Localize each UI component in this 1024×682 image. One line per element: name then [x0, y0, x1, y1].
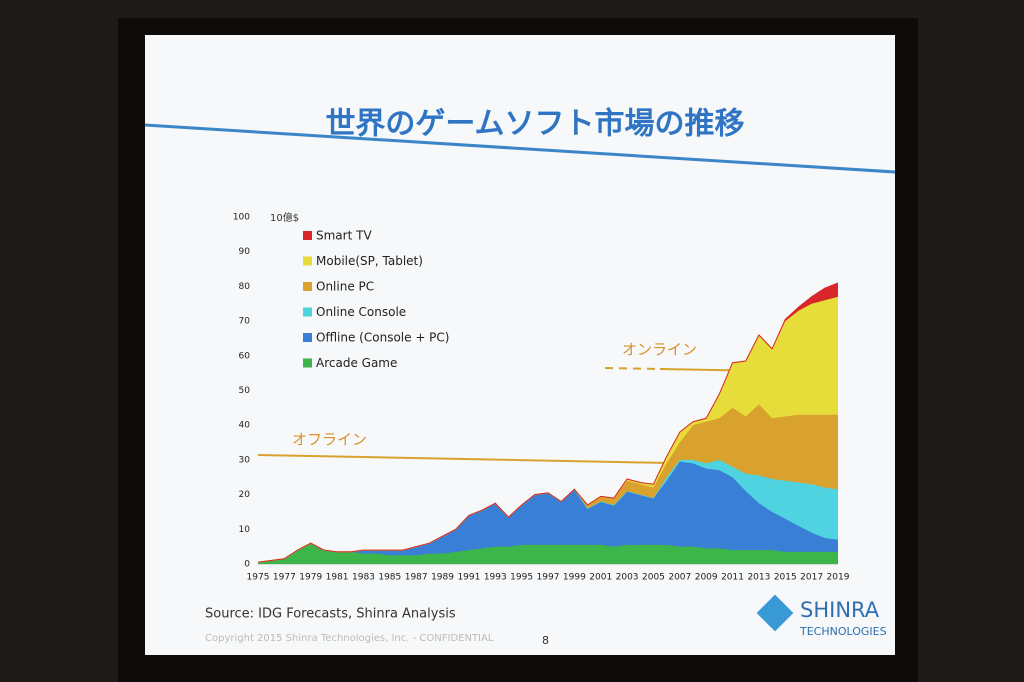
online-dash	[604, 367, 661, 370]
legend-swatch	[303, 256, 312, 266]
x-tick-label: 1995	[510, 573, 533, 583]
x-tick-label: 1979	[299, 573, 322, 583]
chart-title: 世界のゲームソフト市場の推移	[325, 107, 744, 142]
x-tick-label: 2013	[747, 573, 770, 583]
x-tick-label: 2019	[827, 573, 850, 583]
x-tick-label: 1997	[537, 573, 560, 583]
y-tick-label: 80	[239, 282, 251, 292]
logo-text: SHINRA	[800, 598, 880, 622]
legend-label: Smart TV	[316, 229, 372, 243]
x-tick-label: 1991	[457, 573, 480, 583]
x-tick-label: 2005	[642, 573, 665, 583]
offline-line	[257, 454, 671, 464]
y-unit: 10億$	[270, 211, 299, 224]
y-tick-label: 50	[239, 386, 251, 396]
legend-label: Mobile(SP, Tablet)	[316, 254, 423, 268]
area	[258, 404, 838, 563]
y-tick-label: 70	[239, 317, 251, 327]
legend-swatch	[303, 231, 312, 240]
legend-label: Arcade Game	[316, 356, 397, 370]
x-tick-label: 2007	[668, 573, 691, 583]
x-tick-label: 1983	[352, 573, 375, 583]
source: Source: IDG Forecasts, Shinra Analysis	[205, 607, 456, 622]
y-tick-label: 60	[239, 351, 251, 361]
x-tick-label: 1993	[484, 573, 507, 583]
x-tick-label: 2003	[616, 573, 639, 583]
area-top	[257, 282, 839, 563]
y-tick-label: 40	[239, 421, 251, 431]
logo-mark	[756, 594, 794, 632]
x-tick-label: 2015	[774, 573, 797, 583]
x-tick-label: 1985	[378, 573, 401, 583]
annotation: オンライン	[622, 341, 697, 359]
y-tick-label: 10	[239, 525, 251, 535]
x-tick-label: 2009	[695, 573, 718, 583]
x-tick-label: 1987	[405, 573, 428, 583]
x-tick-label: 2001	[589, 573, 612, 583]
legend-label: Online PC	[316, 280, 374, 294]
legend-swatch	[303, 333, 312, 342]
copyright: Copyright 2015 Shinra Technologies, Inc.…	[205, 633, 494, 644]
legend-swatch	[303, 307, 312, 317]
y-tick-label: 20	[239, 490, 251, 500]
legend-label: Offline (Console + PC)	[316, 331, 449, 345]
y-tick-label: 90	[239, 247, 251, 257]
x-tick-label: 1989	[431, 573, 454, 583]
y-tick-label: 30	[239, 455, 251, 465]
page-number: 8	[542, 634, 549, 647]
y-tick-label: 0	[244, 560, 250, 570]
x-tick-label: 2011	[721, 573, 744, 583]
y-tick-label: 100	[233, 213, 250, 223]
x-tick-label: 1975	[247, 573, 270, 583]
x-tick-label: 1999	[563, 573, 586, 583]
x-tick-label: 1981	[326, 573, 349, 583]
title-rule	[144, 123, 896, 174]
legend-swatch	[303, 358, 312, 368]
legend-label: Online Console	[316, 305, 406, 319]
x-tick-label: 2017	[800, 573, 823, 583]
area	[258, 543, 838, 564]
x-tick-label: 1977	[273, 573, 296, 583]
logo-subtext: TECHNOLOGIES	[799, 625, 887, 638]
area	[258, 461, 838, 563]
annotation: オフライン	[292, 431, 367, 449]
legend-swatch	[303, 282, 312, 291]
